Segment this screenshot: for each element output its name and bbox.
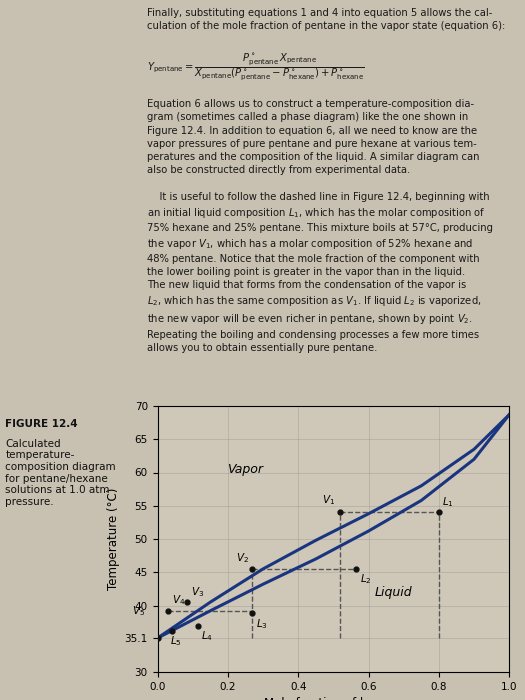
Text: Calculated
temperature-
composition diagram
for pentane/hexane
solutions at 1.0 : Calculated temperature- composition diag… — [5, 439, 116, 507]
Text: FIGURE 12.4: FIGURE 12.4 — [5, 419, 78, 429]
Text: Finally, substituting equations 1 and 4 into equation 5 allows the cal-
culation: Finally, substituting equations 1 and 4 … — [147, 8, 505, 353]
Text: $V_2$: $V_2$ — [236, 551, 249, 565]
X-axis label: Mole fraction of hexane: Mole fraction of hexane — [264, 697, 403, 700]
Text: $V_4$: $V_4$ — [172, 593, 185, 607]
Text: $L_4$: $L_4$ — [202, 629, 214, 643]
Text: $L_2$: $L_2$ — [360, 573, 371, 586]
Text: Liquid: Liquid — [374, 586, 412, 598]
Text: $V_1$: $V_1$ — [322, 494, 335, 507]
Text: $V_3$: $V_3$ — [191, 585, 204, 598]
Text: Vapor: Vapor — [227, 463, 264, 476]
Y-axis label: Temperature (°C): Temperature (°C) — [107, 488, 120, 590]
Text: $L_5$: $L_5$ — [170, 634, 182, 648]
Text: $L_3$: $L_3$ — [256, 617, 268, 631]
Text: $V_5$: $V_5$ — [132, 604, 145, 617]
Text: $L_1$: $L_1$ — [443, 496, 454, 509]
